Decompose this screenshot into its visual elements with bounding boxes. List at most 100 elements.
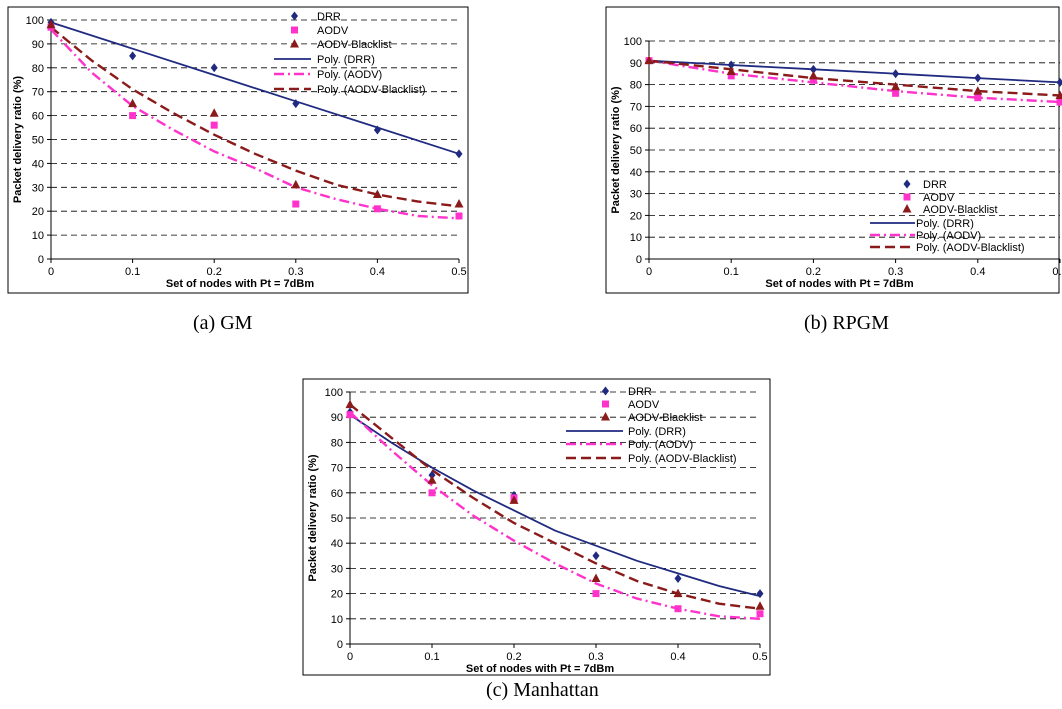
- data-point: [727, 60, 735, 70]
- y-tick-label: 70: [32, 87, 44, 99]
- chart-rpgm: 0 10 20 30 40 50 60 70 80 90 100 0 0.1 0.2 0.3 0.4 0.5 Se…: [605, 6, 1062, 294]
- data-point: [1056, 77, 1062, 87]
- data-point: [455, 212, 463, 220]
- y-tick-label: 20: [32, 206, 44, 218]
- y-tick-label: 90: [32, 39, 44, 51]
- data-point: [291, 179, 301, 189]
- legend-marker: [903, 193, 911, 201]
- y-tick-label: 40: [32, 158, 44, 170]
- y-tick-label: 60: [32, 111, 44, 123]
- data-point: [809, 76, 817, 84]
- y-tick-label: 70: [630, 101, 642, 113]
- x-axis-title: Set of nodes with Pt = 7dBm: [765, 278, 913, 290]
- y-tick-label: 90: [331, 412, 343, 424]
- legend-label: DRR: [317, 11, 341, 23]
- y-tick-label: 50: [331, 513, 343, 525]
- y-tick-label: 60: [630, 123, 642, 135]
- x-tick-label: 0.5: [451, 266, 466, 278]
- data-point: [1055, 90, 1062, 99]
- legend-label: Poly. (AODV): [628, 439, 693, 451]
- y-tick-label: 60: [331, 488, 343, 500]
- x-tick-label: 0.2: [207, 266, 222, 278]
- data-point: [808, 70, 818, 80]
- legend-label: Poly. (AODV-Blacklist): [628, 453, 737, 465]
- y-tick-label: 100: [26, 15, 44, 27]
- trendline: [50, 26, 460, 208]
- data-point: [129, 51, 137, 61]
- legend-label: AODV: [923, 192, 955, 204]
- data-point: [891, 81, 901, 91]
- y-tick-label: 100: [325, 387, 343, 399]
- trendline: [648, 59, 1061, 84]
- x-tick-label: 0.5: [1052, 266, 1062, 278]
- y-axis-title: Packet delivery ratio (%): [307, 454, 319, 582]
- x-tick-label: 0.2: [806, 266, 821, 278]
- y-tick-label: 30: [32, 182, 44, 194]
- caption-rpgm: (b) RPGM: [804, 312, 890, 334]
- legend-label: DRR: [628, 386, 652, 398]
- data-point: [592, 551, 600, 561]
- y-axis-title: Packet delivery ratio (%): [610, 86, 622, 214]
- data-point: [1056, 98, 1062, 106]
- y-tick-label: 10: [331, 614, 343, 626]
- legend-marker: [602, 400, 609, 408]
- x-axis-title: Set of nodes with Pt = 7dBm: [466, 663, 614, 675]
- x-tick-label: 0.5: [752, 651, 767, 663]
- trendline: [648, 59, 1061, 104]
- data-point: [373, 205, 381, 213]
- data-point: [673, 588, 683, 598]
- legend-marker: [602, 386, 609, 396]
- y-tick-label: 0: [38, 254, 44, 266]
- data-point: [373, 125, 381, 135]
- data-point: [345, 399, 355, 409]
- trendline: [349, 403, 761, 610]
- legend-label: Poly. (AODV): [317, 69, 382, 81]
- x-tick-label: 0: [646, 266, 652, 278]
- x-tick-label: 0.3: [888, 266, 903, 278]
- data-point: [809, 64, 817, 74]
- data-point: [756, 610, 764, 618]
- data-point: [129, 112, 137, 120]
- legend-marker: [291, 11, 298, 21]
- legend-label: AODV: [628, 399, 660, 411]
- x-tick-label: 0.1: [424, 651, 439, 663]
- data-point: [428, 489, 436, 497]
- y-tick-label: 0: [636, 254, 642, 266]
- data-point: [592, 590, 600, 598]
- legend-marker: [902, 204, 912, 213]
- y-tick-label: 0: [337, 639, 343, 651]
- y-tick-label: 40: [630, 167, 642, 179]
- trendline: [349, 411, 761, 620]
- y-tick-label: 100: [624, 36, 642, 48]
- x-tick-label: 0.3: [588, 651, 603, 663]
- legend-marker: [601, 412, 610, 421]
- data-point: [591, 573, 601, 582]
- data-point: [128, 98, 138, 108]
- legend-marker: [290, 39, 299, 48]
- legend-label: AODV-Blacklist: [628, 412, 703, 424]
- data-point: [454, 199, 464, 208]
- data-point: [455, 149, 463, 159]
- legend-marker: [903, 179, 911, 189]
- y-tick-label: 20: [331, 589, 343, 601]
- legend-marker: [291, 26, 298, 34]
- data-point: [974, 94, 982, 102]
- x-tick-label: 0.1: [125, 266, 140, 278]
- data-point: [292, 200, 300, 208]
- legend-label: Poly. (DRR): [916, 218, 974, 230]
- data-point: [372, 189, 382, 198]
- legend-label: AODV: [317, 25, 349, 37]
- x-tick-label: 0.2: [506, 651, 521, 663]
- chart-frame: [7, 6, 469, 294]
- data-point: [973, 86, 983, 95]
- y-tick-label: 80: [331, 437, 343, 449]
- data-point: [726, 66, 736, 76]
- legend-label: Poly. (AODV-Blacklist): [916, 242, 1025, 254]
- y-tick-label: 80: [630, 80, 642, 92]
- x-tick-label: 0.4: [670, 651, 685, 663]
- y-tick-label: 10: [32, 230, 44, 242]
- chart-manhattan: 0 10 20 30 40 50 60 70 80 90 100 0 0.1 0.2 0.3 0.4 0.5 Se…: [302, 378, 771, 676]
- y-tick-label: 30: [630, 189, 642, 201]
- trendline: [50, 21, 460, 155]
